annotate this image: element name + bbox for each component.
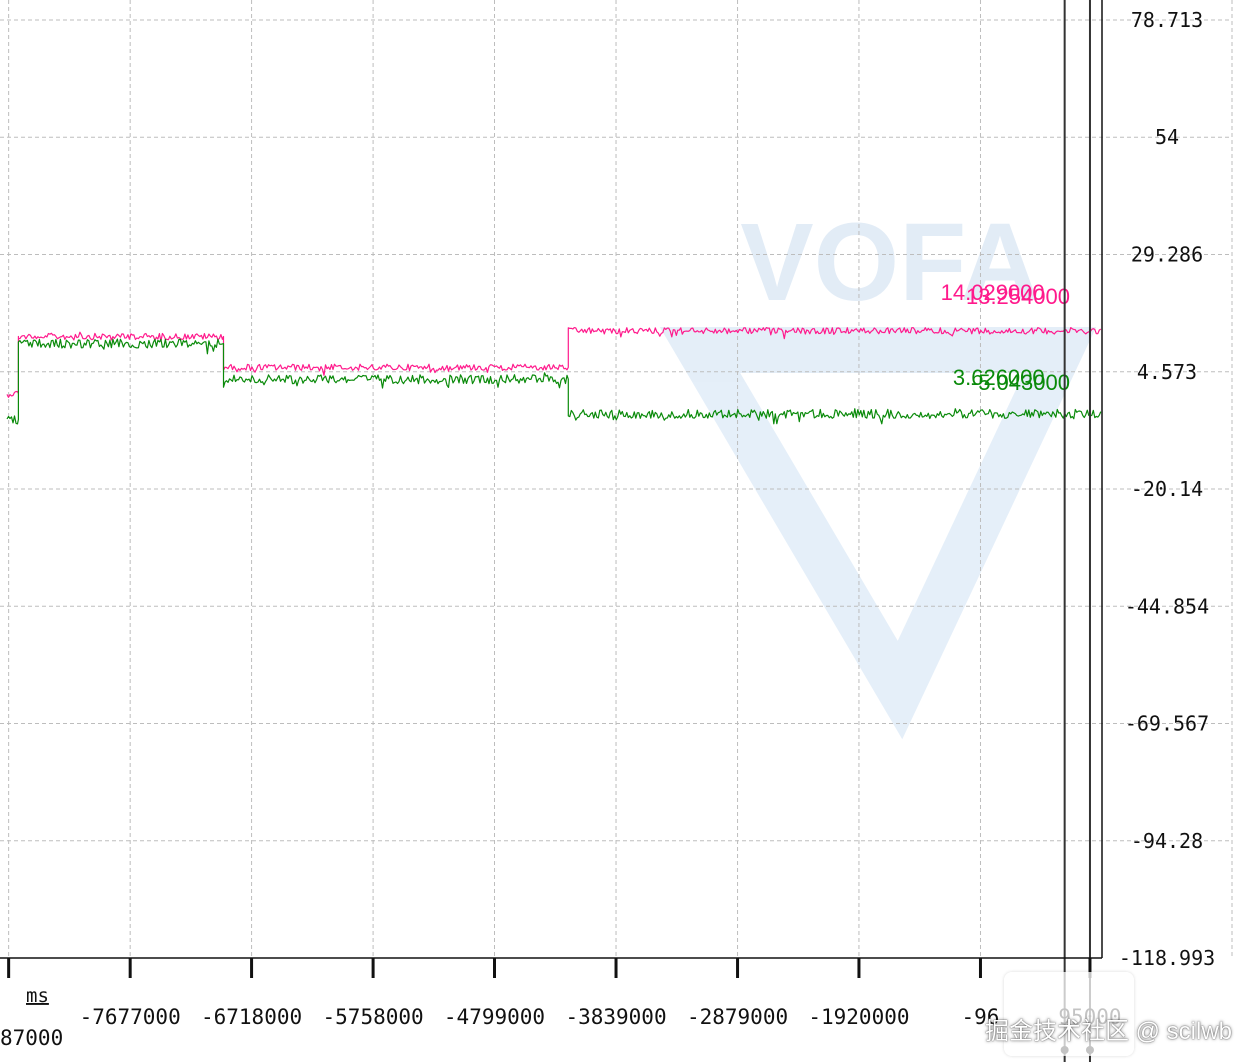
x-tick-label: -3839000 [565, 1005, 666, 1029]
x-tick-label: -7677000 [80, 1005, 181, 1029]
y-tick-label: 29.286 [1131, 243, 1203, 267]
y-tick-label: -94.28 [1131, 829, 1203, 853]
y-tick-label: -20.14 [1131, 477, 1203, 501]
x-unit-label: ms [26, 985, 49, 1007]
x-tick-label: -1920000 [808, 1005, 909, 1029]
cursor-value-label: 13.254000 [966, 284, 1070, 309]
footer-watermark: 掘金技术社区 @ scilwb [984, 1017, 1232, 1045]
y-tick-label: -69.567 [1125, 712, 1209, 736]
series-line [6, 338, 1102, 425]
y-tick-label: -118.993 [1119, 946, 1215, 970]
cursor-layer: 13.254000 -5.043000 14.029000 3.626000 [941, 0, 1094, 1062]
y-tick-label: 4.573 [1137, 360, 1197, 384]
x-tick-label: -5758000 [323, 1005, 424, 1029]
series-line [6, 327, 1102, 398]
grid [0, 0, 1233, 958]
y-tick-label: -44.854 [1125, 594, 1209, 618]
series-layer [6, 327, 1102, 425]
cursor-value-label: -5.043000 [971, 370, 1070, 395]
y-tick-label: 78.713 [1131, 8, 1203, 32]
cursor-value-label: 14.029000 [941, 280, 1045, 305]
y-tick-label: 54 [1155, 125, 1179, 149]
vofa-watermark: VOFA [659, 201, 1097, 740]
x-tick-label: -6718000 [201, 1005, 302, 1029]
watermark-text: VOFA [740, 201, 1040, 324]
y-axis-ticks: 78.713 54 29.286 4.573 -20.14 -44.854 -69.567 -… [1119, 8, 1215, 970]
axes [0, 0, 1103, 959]
footer-badge-background [1004, 972, 1134, 1056]
watermark-v-shape [659, 327, 1097, 740]
cursor-value-label: 3.626000 [953, 365, 1045, 390]
x-tick-label: -2879000 [687, 1005, 788, 1029]
x-tick-label: 87000 [0, 1026, 63, 1050]
x-tick-label: -4799000 [444, 1005, 545, 1029]
x-axis-ticks: 87000 -7677000 -6718000 -5758000 -4799000 -38… [0, 958, 1122, 1050]
x-tick-label: -96 [962, 1005, 1000, 1029]
